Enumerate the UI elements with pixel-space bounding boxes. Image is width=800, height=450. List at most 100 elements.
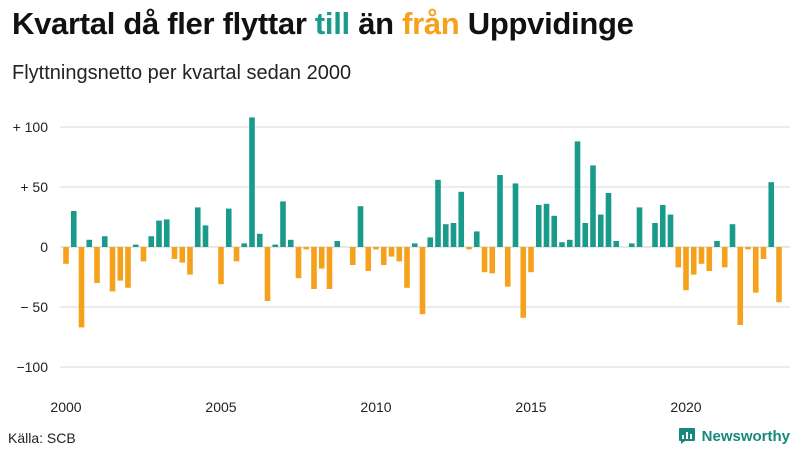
x-tick-label: 2005	[205, 399, 236, 415]
bar	[373, 247, 379, 250]
bar	[698, 247, 705, 264]
bar	[272, 244, 279, 247]
title-part-1: Kvartal då fler flyttar	[12, 6, 315, 41]
bar	[752, 247, 759, 293]
bar	[202, 225, 209, 247]
bar	[559, 242, 565, 247]
chart-subtitle: Flyttningsnetto per kvartal sedan 2000	[12, 62, 352, 84]
x-tick-label: 2015	[515, 399, 546, 415]
bar	[349, 247, 356, 265]
bar	[551, 215, 558, 247]
bar	[690, 247, 697, 275]
bar	[481, 247, 488, 273]
bar	[667, 214, 674, 247]
y-tick-label: − 50	[20, 299, 48, 315]
bar	[659, 205, 666, 247]
bar	[427, 237, 434, 247]
bar	[117, 247, 124, 281]
bar	[411, 243, 418, 247]
bar	[768, 182, 775, 247]
bar	[706, 247, 713, 271]
bar	[419, 247, 426, 315]
bar	[512, 183, 519, 247]
bar	[140, 247, 147, 262]
x-tick-label: 2000	[50, 399, 81, 415]
bar	[295, 247, 302, 279]
bar	[94, 247, 100, 283]
bar	[101, 236, 108, 247]
bar	[287, 239, 294, 247]
bar	[760, 247, 767, 259]
bar	[396, 247, 403, 262]
bar	[264, 247, 271, 301]
bar	[334, 241, 341, 247]
source-note: Källa: SCB	[8, 430, 76, 446]
bar	[194, 207, 201, 247]
bar	[605, 193, 612, 247]
bar	[628, 243, 635, 247]
bar	[535, 205, 542, 247]
bar	[714, 241, 720, 247]
bar	[675, 247, 682, 268]
bar	[318, 247, 325, 269]
bar	[171, 247, 178, 259]
bar	[163, 219, 170, 247]
bar	[528, 247, 534, 273]
bar	[737, 247, 744, 325]
bar	[489, 247, 496, 274]
bar	[497, 175, 503, 247]
bar	[582, 223, 589, 247]
bar	[520, 247, 527, 318]
bar	[652, 223, 658, 247]
bar	[233, 247, 240, 262]
title-part-3: Uppvidinge	[459, 6, 634, 41]
bar	[70, 211, 77, 247]
bar	[597, 214, 604, 247]
y-tick-label: 0	[40, 239, 48, 255]
title-part-2: än	[349, 6, 403, 41]
bar	[566, 239, 573, 247]
bar	[458, 191, 465, 247]
bar	[683, 247, 689, 291]
bars	[63, 117, 782, 328]
bar	[357, 206, 364, 247]
bar	[86, 239, 93, 247]
y-axis-labels: + 100 + 50 0 − 50 −100	[13, 119, 49, 375]
y-tick-label: −100	[16, 359, 48, 375]
bar	[450, 223, 457, 247]
y-tick-label: + 100	[13, 119, 49, 135]
bar	[435, 179, 441, 247]
bar	[132, 244, 139, 247]
bar	[249, 117, 255, 248]
bar	[745, 247, 751, 250]
bar	[109, 247, 116, 292]
bar	[78, 247, 85, 328]
newsworthy-logo-icon	[678, 428, 695, 444]
bar	[473, 231, 480, 247]
bar	[721, 247, 728, 268]
bar	[365, 247, 372, 271]
bar	[543, 203, 550, 247]
x-tick-label: 2020	[670, 399, 701, 415]
bar	[148, 236, 155, 247]
bar	[256, 233, 263, 247]
x-axis-labels: 2000 2005 2010 2015 2020	[50, 399, 701, 415]
bar	[613, 241, 620, 247]
bar	[466, 247, 472, 250]
bar	[380, 247, 387, 265]
y-tick-label: + 50	[20, 179, 48, 195]
title-negative-word: från	[402, 6, 460, 41]
chart-title: Kvartal då fler flyttar till än från Upp…	[12, 6, 634, 42]
bar	[241, 243, 248, 247]
brand: Newsworthy	[678, 427, 790, 445]
bar	[187, 247, 193, 275]
bar	[729, 224, 736, 247]
bar	[636, 207, 643, 247]
brand-name: Newsworthy	[701, 427, 790, 445]
bar	[326, 247, 333, 289]
bar	[442, 224, 449, 247]
bar	[156, 220, 162, 247]
bar	[404, 247, 410, 288]
bar	[574, 141, 581, 247]
bar	[179, 247, 186, 263]
